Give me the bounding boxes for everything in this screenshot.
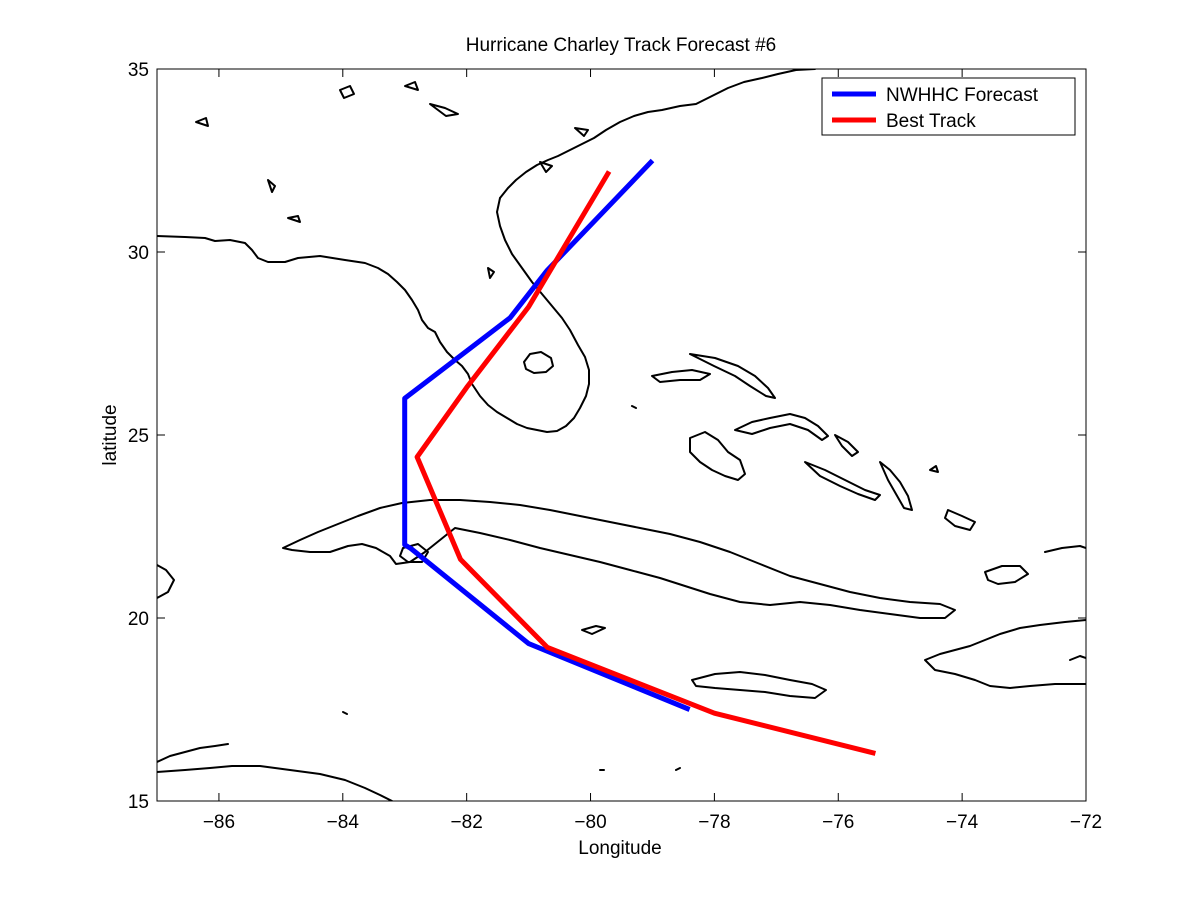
series-line-nwhhc-forecast xyxy=(402,158,691,712)
coastline-isle-of-youth xyxy=(399,543,429,563)
x-tick-label: −72 xyxy=(1070,812,1102,833)
coastline-bay-islands xyxy=(157,743,229,763)
coastline-bahamas-abaco xyxy=(689,353,776,399)
coastline-small-island xyxy=(631,405,637,409)
coastline-small-island xyxy=(195,117,209,127)
series-line-best-track xyxy=(414,170,877,756)
y-axis-label: latitude xyxy=(100,404,121,465)
coastline-bahamas-andros xyxy=(689,431,746,481)
coastline-small-island xyxy=(929,465,939,473)
x-axis-label: Longitude xyxy=(578,838,661,859)
x-tick-label: −82 xyxy=(451,812,483,833)
legend-box xyxy=(821,77,1076,136)
coastline-small-island xyxy=(339,85,355,99)
x-tick-label: −80 xyxy=(574,812,606,833)
x-tick-label: −78 xyxy=(698,812,730,833)
coastline-lake-okeechobee xyxy=(523,351,554,374)
coastline-hispaniola xyxy=(924,619,1086,689)
coastline-central-america xyxy=(157,765,393,801)
coastline-small-island xyxy=(487,267,495,279)
coastline-small-island xyxy=(675,767,681,771)
y-tick-label: 35 xyxy=(128,60,149,81)
coastline-small-island xyxy=(581,625,606,635)
coastline-southeast-us xyxy=(499,69,816,199)
coastline-small-island xyxy=(404,81,419,91)
legend: NWHHC Forecast Best Track xyxy=(821,77,1076,136)
coastline-cuba xyxy=(282,499,956,619)
coastline-small-island xyxy=(539,161,553,173)
coastline-jamaica xyxy=(691,671,827,699)
coastline-small-island xyxy=(267,179,276,193)
coastline-bahamas-inagua xyxy=(984,565,1029,585)
x-tick-label: −86 xyxy=(203,812,235,833)
coastline-yucatan xyxy=(157,564,175,599)
coastline-bahamas-cat-island xyxy=(834,434,859,457)
coastline-bahamas-long-island xyxy=(879,461,913,511)
legend-label-best-track: Best Track xyxy=(886,111,976,132)
coastline-small-island xyxy=(429,103,459,117)
x-tick-label: −84 xyxy=(327,812,360,833)
y-tick-label: 30 xyxy=(128,243,149,264)
coastline-bahamas-exuma xyxy=(804,461,881,501)
y-tick-label: 15 xyxy=(128,792,149,813)
chart-title: Hurricane Charley Track Forecast #6 xyxy=(466,35,776,56)
y-tick-label: 20 xyxy=(128,609,149,630)
axis-ticks: −86 −84 −82 −80 −78 −76 −74 −72 15 20 25 30 35 xyxy=(128,60,1102,833)
series-layer xyxy=(402,158,877,756)
coastline-small-island xyxy=(287,215,301,223)
y-tick-label: 25 xyxy=(128,426,149,447)
coastline-bahamas-acklins xyxy=(944,509,976,531)
coastline-map xyxy=(157,69,1086,801)
x-tick-label: −74 xyxy=(946,812,979,833)
coastline-bahamas-eleuthera xyxy=(734,413,829,441)
coastline-small-island xyxy=(342,711,348,715)
coastline-small-island xyxy=(1069,655,1086,661)
legend-label-nwhhc-forecast: NWHHC Forecast xyxy=(886,85,1039,106)
x-tick-label: −76 xyxy=(822,812,854,833)
coastline-bahamas-grand-bahama xyxy=(651,369,711,383)
coastline-bahamas-mayaguana xyxy=(1044,545,1086,553)
plot-background xyxy=(157,69,1086,801)
coastline-small-island xyxy=(574,127,589,137)
